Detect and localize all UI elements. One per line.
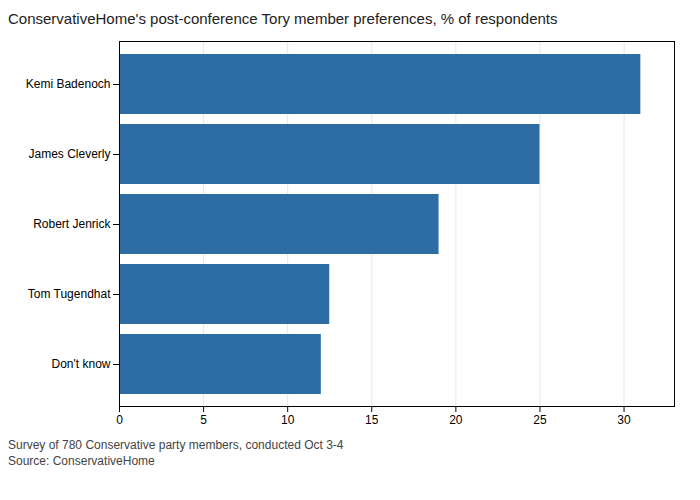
svg-text:20: 20 (449, 413, 463, 427)
html-text:Survey of 780 Conservative par: Survey of 780 Conservative party members… (8, 438, 344, 452)
svg-text:15: 15 (365, 413, 379, 427)
svg-text:10: 10 (281, 413, 295, 427)
svg-text:Don't know: Don't know (52, 357, 111, 371)
html-text:Source: ConservativeHome: Source: ConservativeHome (8, 454, 155, 468)
svg-text:0: 0 (116, 413, 123, 427)
svg-text:James Cleverly: James Cleverly (28, 147, 110, 161)
svg-text:5: 5 (200, 413, 207, 427)
svg-text:30: 30 (617, 413, 631, 427)
html-text:ConservativeHome's post-confer: ConservativeHome's post-conference Tory … (8, 10, 558, 27)
svg-text:Robert Jenrick: Robert Jenrick (33, 217, 111, 231)
svg-text:25: 25 (533, 413, 547, 427)
svg-text:Tom Tugendhat: Tom Tugendhat (28, 287, 111, 301)
svg-text:Kemi Badenoch: Kemi Badenoch (26, 77, 111, 91)
